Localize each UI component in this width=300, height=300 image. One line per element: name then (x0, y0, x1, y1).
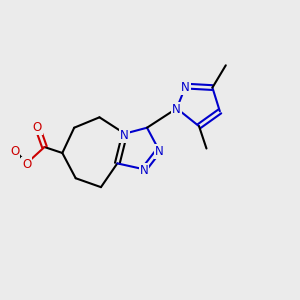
Text: N: N (140, 164, 148, 177)
Text: O: O (32, 121, 42, 134)
Text: N: N (154, 145, 163, 158)
Text: O: O (22, 158, 31, 171)
Text: O: O (10, 145, 20, 158)
Text: N: N (181, 81, 190, 94)
Text: N: N (120, 129, 129, 142)
Text: N: N (172, 103, 181, 116)
